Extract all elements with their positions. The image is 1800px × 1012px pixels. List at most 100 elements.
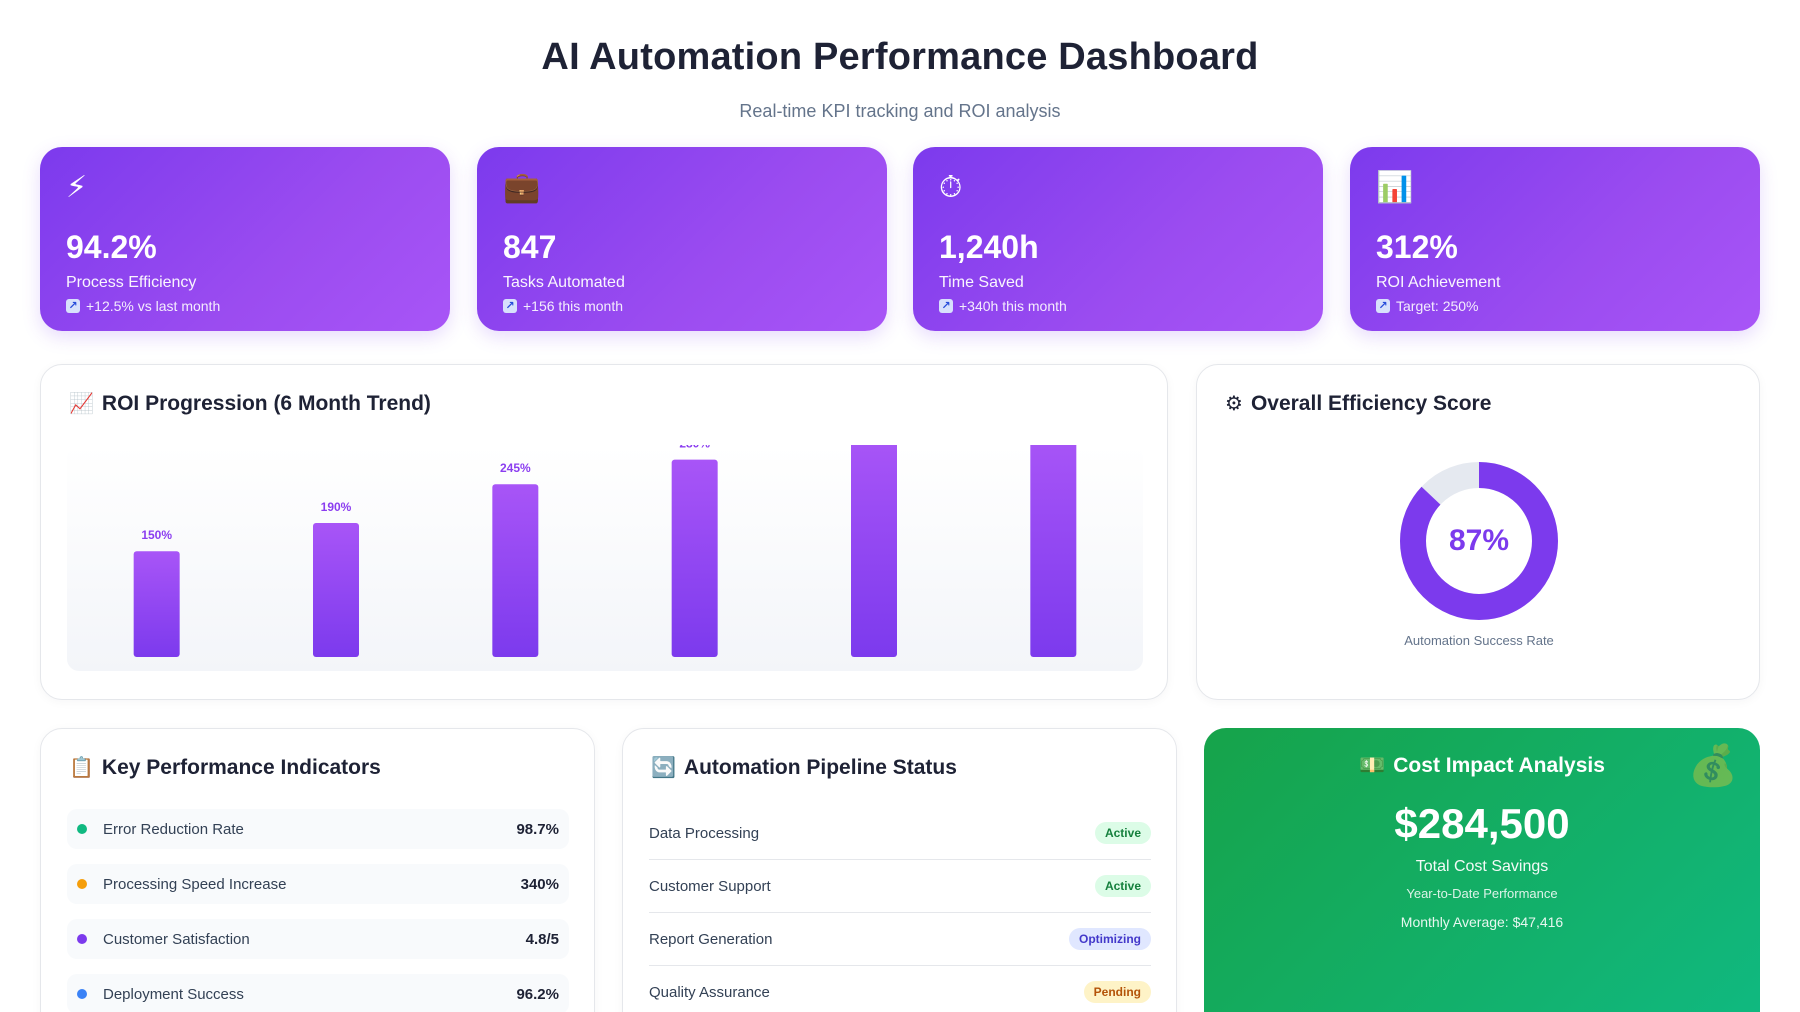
trend-up-icon: ↗ (503, 299, 517, 313)
chart-increasing-icon: 📈 (69, 393, 94, 415)
kpi-item-value: 98.7% (516, 820, 559, 838)
kpi-change: ↗ +340h this month (939, 298, 1297, 314)
kpi-item-label: Deployment Success (103, 985, 244, 1003)
roi-bar-label: 150% (141, 528, 172, 542)
roi-bar-label: 280% (679, 445, 710, 451)
cost-impact-panel: 💰 💵 Cost Impact Analysis $284,500 Total … (1204, 728, 1760, 1012)
kpi-label: Process Efficiency (66, 274, 197, 291)
roi-panel-title: 📈 ROI Progression (6 Month Trend) (69, 391, 431, 416)
kpi-card-tasks-automated[interactable]: 💼 847 Tasks Automated ↗ +156 this month (477, 147, 887, 331)
pipeline-item-label: Data Processing (649, 824, 760, 842)
roi-chart-area: 150%190%245%280%310%312% (67, 445, 1143, 671)
efficiency-panel-title: ⚙ Overall Efficiency Score (1225, 391, 1491, 416)
roi-bar (492, 484, 539, 657)
page-subtitle: Real-time KPI tracking and ROI analysis (739, 101, 1061, 121)
kpi-list: Error Reduction Rate 98.7% Processing Sp… (67, 809, 569, 1012)
total-cost-savings-value: $284,500 (1394, 800, 1570, 847)
ytd-performance-label: Year-to-Date Performance (1406, 886, 1558, 901)
efficiency-caption: Automation Success Rate (1404, 633, 1554, 648)
banknote-icon: 💵 (1359, 754, 1386, 777)
kpi-item-value: 96.2% (516, 985, 559, 1003)
roi-panel-title-text: ROI Progression (6 Month Trend) (101, 391, 431, 415)
list-item: Quality Assurance Pending (649, 966, 1151, 1012)
pipeline-title-text: Automation Pipeline Status (683, 755, 957, 779)
efficiency-score-panel: ⚙ Overall Efficiency Score 87% Automatio… (1196, 364, 1760, 700)
kpi-card-process-efficiency[interactable]: ⚡ 94.2% Process Efficiency ↗ +12.5% vs l… (40, 147, 450, 331)
list-item: Customer Satisfaction 4.8/5 (67, 919, 569, 959)
trend-up-icon: ↗ (66, 299, 80, 313)
status-dot (77, 824, 87, 834)
clipboard-icon: 📋 (69, 757, 94, 779)
kpi-change: ↗ +12.5% vs last month (66, 298, 424, 314)
kpi-item-label: Error Reduction Rate (103, 820, 244, 838)
status-dot (77, 934, 87, 944)
monthly-average: Monthly Average: $47,416 (1400, 914, 1564, 930)
money-bag-icon: 💰 (1688, 744, 1738, 788)
efficiency-panel-title-text: Overall Efficiency Score (1250, 391, 1492, 415)
trend-up-icon: ↗ (939, 299, 953, 313)
kpi-item-value: 4.8/5 (525, 930, 559, 948)
kpi-item-label: Processing Speed Increase (103, 875, 287, 893)
kpi-value: 1,240h (939, 229, 1039, 265)
total-cost-savings-label: Total Cost Savings (1415, 858, 1549, 875)
gear-icon: ⚙ (1225, 393, 1243, 415)
kpi-change-text: +12.5% vs last month (86, 298, 221, 314)
pipeline-item-label: Customer Support (649, 877, 771, 895)
donut-chart (1400, 462, 1558, 620)
stopwatch-icon: ⏱ (939, 171, 963, 204)
roi-bar (133, 551, 180, 657)
kpi-item-value: 340% (520, 875, 559, 893)
pipeline-title: 🔄 Automation Pipeline Status (651, 755, 957, 780)
kpi-change-text: +340h this month (959, 298, 1067, 314)
kpi-change-text: Target: 250% (1396, 298, 1479, 314)
roi-bar-label: 190% (321, 500, 352, 514)
pipeline-item-label: Report Generation (649, 930, 773, 948)
kpi-label: Time Saved (939, 274, 1024, 291)
kpi-value: 312% (1376, 229, 1458, 265)
roi-bar (313, 523, 359, 657)
status-dot (77, 989, 87, 999)
status-badge: Active (1094, 822, 1151, 844)
efficiency-donut: 87% (1399, 461, 1559, 621)
roi-bar-label: 245% (500, 461, 531, 475)
kpi-change: ↗ Target: 250% (1376, 298, 1734, 314)
list-item: Data Processing Active (649, 807, 1151, 860)
key-performance-indicators-panel: 📋 Key Performance Indicators Error Reduc… (40, 728, 595, 1012)
cost-title: 💵 Cost Impact Analysis (1204, 754, 1760, 778)
donut-fill (1400, 462, 1558, 620)
kpi-value: 847 (503, 229, 557, 265)
pipeline-item-label: Quality Assurance (649, 983, 770, 1001)
cost-title-text: Cost Impact Analysis (1393, 754, 1605, 777)
list-item: Processing Speed Increase 340% (67, 864, 569, 904)
roi-bar-chart: 150%190%245%280%310%312% (133, 445, 1077, 657)
efficiency-value: 87% (1448, 524, 1510, 557)
lightning-icon: ⚡ (66, 171, 88, 204)
status-badge: Pending (1083, 981, 1151, 1003)
kpi-item-label: Customer Satisfaction (103, 930, 250, 948)
roi-bar (1030, 445, 1077, 657)
kpi-label: Tasks Automated (503, 274, 625, 291)
kpi-label: ROI Achievement (1376, 274, 1501, 291)
roi-progression-panel: 📈 ROI Progression (6 Month Trend) 150% 19… (40, 364, 1168, 700)
list-item: Report Generation Optimizing (649, 913, 1151, 966)
status-badge: Optimizing (1069, 928, 1151, 950)
kpi-card-roi-achievement[interactable]: 📊 312% ROI Achievement ↗ Target: 250% (1350, 147, 1760, 331)
kpi-card-row: ⚡ 94.2% Process Efficiency ↗ +12.5% vs l… (40, 147, 1760, 331)
trend-up-icon: ↗ (1376, 299, 1390, 313)
briefcase-icon: 💼 (503, 171, 541, 204)
roi-bar (851, 445, 897, 657)
page-title: AI Automation Performance Dashboard (541, 36, 1259, 78)
pipeline-list: Data Processing Active Customer Support … (649, 807, 1151, 1012)
list-item: Customer Support Active (649, 860, 1151, 913)
header: AI Automation Performance Dashboard Real… (0, 36, 1800, 122)
kpi-value: 94.2% (66, 229, 157, 265)
kpi-change-text: +156 this month (523, 298, 624, 314)
kpi-card-time-saved[interactable]: ⏱ 1,240h Time Saved ↗ +340h this month (913, 147, 1323, 331)
list-item: Deployment Success 96.2% (67, 974, 569, 1012)
status-dot (77, 879, 87, 889)
refresh-icon: 🔄 (651, 757, 676, 779)
list-item: Error Reduction Rate 98.7% (67, 809, 569, 849)
kpi-change: ↗ +156 this month (503, 298, 861, 314)
kpi-list-title-text: Key Performance Indicators (101, 755, 381, 779)
